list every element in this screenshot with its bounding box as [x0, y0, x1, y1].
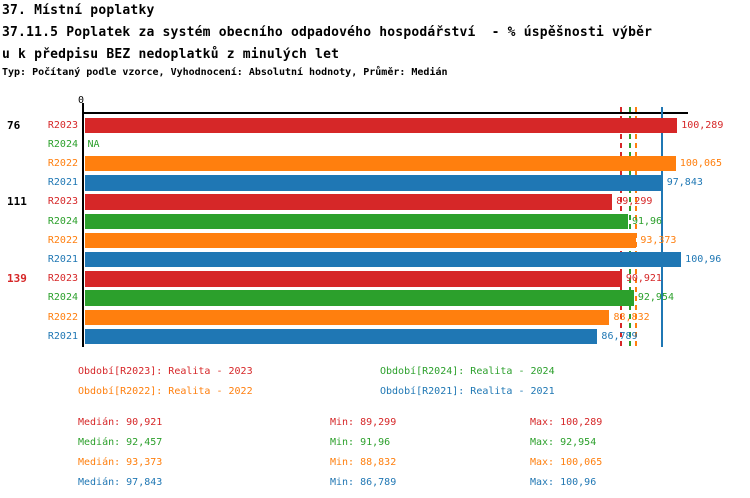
row-label-139-R2022: R2022	[47, 311, 78, 323]
bar-value-111-R2024: 91,96	[631, 215, 663, 227]
bar-value-139-R2023: 90,921	[625, 273, 662, 285]
row-label-76-R2021: R2021	[47, 177, 78, 189]
y-axis-line	[82, 112, 84, 347]
legend-item-R2022: Období[R2022]: Realita - 2022	[78, 386, 253, 397]
bar-139-R2021	[84, 328, 598, 345]
chart-subtitle-line2: u k předpisu BEZ nedoplatků z minulých l…	[2, 47, 340, 62]
bar-value-139-R2022: 88,832	[613, 311, 650, 323]
stat-min-R2024: Min: 91,96	[330, 437, 391, 448]
bar-value-111-R2021: 100,96	[685, 253, 722, 265]
axis-origin-label: 0	[77, 95, 85, 106]
row-label-111-R2024: R2024	[47, 215, 78, 227]
row-label-139-R2024: R2024	[47, 292, 78, 304]
x-axis-line	[82, 112, 688, 114]
bar-value-76-R2021: 97,843	[666, 177, 703, 189]
page-title: 37. Místní poplatky	[2, 3, 155, 18]
bar-111-R2024	[84, 213, 628, 229]
row-label-139-R2023: R2023	[47, 273, 78, 285]
stat-min-R2021: Min: 86,789	[330, 477, 397, 488]
group-label-139: 139	[7, 272, 27, 286]
bar-76-R2022	[84, 155, 676, 172]
bar-139-R2023	[84, 271, 622, 287]
bar-111-R2023	[84, 194, 613, 210]
stat-max-R2022: Max: 100,065	[530, 457, 603, 468]
bar-139-R2024	[84, 290, 634, 306]
bar-chart-plot-area: 0 76 R2023 100,289 R2024 NA R2022 100,065 R2021…	[7, 95, 724, 347]
bar-value-111-R2023: 89,299	[616, 196, 653, 208]
stat-max-R2023: Max: 100,289	[530, 417, 603, 428]
group-label-76: 76	[7, 118, 21, 132]
bar-value-111-R2022: 93,373	[640, 234, 677, 246]
bar-111-R2021	[84, 251, 682, 268]
stat-median-R2024: Medián: 92,457	[78, 437, 163, 448]
stat-median-R2021: Medián: 97,843	[78, 477, 163, 488]
bar-value-139-R2024: 92,954	[637, 292, 674, 304]
bar-139-R2022	[84, 309, 610, 325]
row-label-76-R2024: R2024	[47, 138, 78, 150]
chart-subtitle-line1: 37.11.5 Poplatek za systém obecního odpa…	[2, 25, 653, 40]
stat-min-R2023: Min: 89,299	[330, 417, 397, 428]
row-label-76-R2022: R2022	[47, 157, 78, 169]
stat-min-R2022: Min: 88,832	[330, 457, 397, 468]
legend-item-R2024: Období[R2024]: Realita - 2024	[380, 366, 555, 377]
bar-76-R2021	[84, 175, 663, 191]
median-line-R2021	[661, 107, 664, 347]
stat-max-R2021: Max: 100,96	[530, 477, 597, 488]
legend-item-R2023: Období[R2023]: Realita - 2023	[78, 366, 253, 377]
row-label-111-R2023: R2023	[47, 196, 78, 208]
row-label-139-R2021: R2021	[47, 330, 78, 342]
stat-median-R2022: Medián: 93,373	[78, 457, 163, 468]
bar-value-76-R2022: 100,065	[679, 157, 723, 169]
bar-value-76-R2023: 100,289	[681, 119, 724, 131]
median-line-R2022	[634, 107, 637, 347]
bar-value-139-R2021: 86,789	[601, 330, 638, 342]
axis-origin-tick	[82, 103, 84, 112]
stat-max-R2024: Max: 92,954	[530, 437, 597, 448]
row-label-111-R2022: R2022	[47, 234, 78, 246]
chart-meta-line: Typ: Počítaný podle vzorce, Vyhodnocení:…	[2, 67, 448, 78]
row-label-111-R2021: R2021	[47, 253, 78, 265]
legend-item-R2021: Období[R2021]: Realita - 2021	[380, 386, 555, 397]
group-label-111: 111	[7, 195, 27, 209]
bar-111-R2022	[84, 232, 637, 249]
bar-76-R2023	[84, 117, 678, 133]
median-line-R2024	[629, 107, 632, 347]
stat-median-R2023: Medián: 90,921	[78, 417, 163, 428]
row-label-76-R2023: R2023	[47, 119, 78, 131]
bar-value-76-R2024-na: NA	[87, 138, 100, 150]
